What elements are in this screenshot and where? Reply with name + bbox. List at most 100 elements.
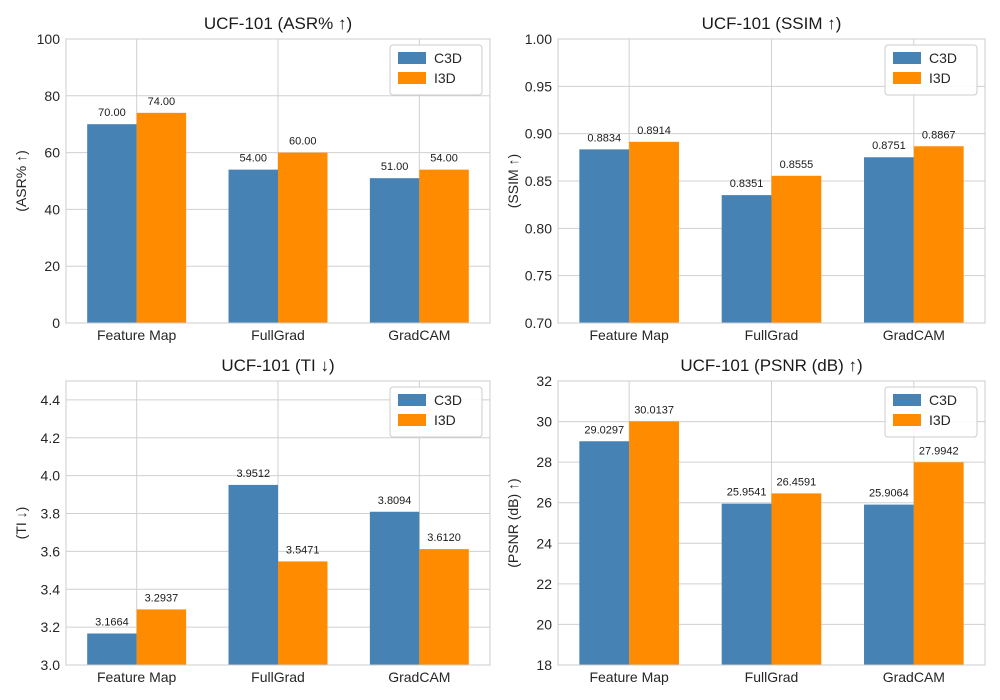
data-label: 25.9064 (869, 488, 909, 500)
bar-c3d (721, 503, 772, 665)
data-label: 3.9512 (236, 468, 270, 480)
bar-i3d (419, 549, 469, 665)
legend-swatch-i3d (893, 72, 921, 84)
y-tick-label: 0.90 (525, 126, 552, 142)
data-label: 27.9942 (919, 445, 959, 457)
y-tick-label: 28 (536, 454, 552, 470)
legend-label: I3D (434, 70, 456, 86)
bar-i3d (278, 561, 328, 665)
y-tick-label: 3.6 (41, 543, 61, 559)
bar-c3d (87, 633, 137, 665)
bar-c3d (864, 504, 914, 665)
y-tick-label: 20 (44, 258, 60, 274)
legend-label: I3D (434, 412, 456, 428)
chart-title: UCF-101 (ASR% ↑) (204, 14, 352, 33)
y-tick-label: 4.0 (41, 468, 61, 484)
data-label: 51.00 (381, 161, 409, 173)
data-label: 54.00 (430, 153, 458, 165)
y-axis-label: (ASR% ↑) (13, 150, 29, 211)
y-tick-label: 0.95 (525, 78, 552, 94)
y-axis-label: (TI ↓) (13, 507, 29, 540)
y-tick-label: 80 (44, 88, 60, 104)
x-tick-label: GradCAM (388, 669, 450, 685)
plot-frame (557, 38, 986, 324)
legend-swatch-i3d (893, 414, 921, 426)
legend-label: C3D (929, 392, 957, 408)
plot-frame (65, 38, 491, 324)
chart-panel-4: 18 20 22 24 26 28 30 32 Feature Map FullGrad GradC… (505, 356, 986, 685)
legend-label: C3D (434, 392, 462, 408)
x-tick-label: GradCAM (388, 327, 450, 343)
y-tick-label: 40 (44, 201, 60, 217)
y-tick-label: 60 (44, 145, 60, 161)
legend-swatch-c3d (893, 52, 921, 64)
x-tick-label: FullGrad (251, 327, 305, 343)
x-tick-label: Feature Map (589, 669, 669, 685)
y-tick-label: 26 (536, 495, 552, 511)
bar-i3d (136, 609, 187, 665)
y-tick-label: 20 (536, 616, 552, 632)
data-label: 60.00 (289, 136, 317, 148)
y-tick-label: 4.4 (41, 392, 61, 408)
data-label: 0.8555 (780, 159, 814, 171)
bar-c3d (369, 511, 420, 665)
y-tick-label: 24 (536, 535, 552, 551)
y-tick-label: 0.70 (525, 315, 552, 331)
bar-i3d (136, 112, 187, 323)
chart-panel-2: 0.70 0.75 0.80 0.85 0.90 0.95 1.00 Feature Map F… (505, 14, 986, 343)
x-tick-label: Feature Map (97, 327, 177, 343)
data-label: 0.8834 (587, 132, 621, 144)
legend-label: C3D (434, 50, 462, 66)
bar-c3d (369, 178, 420, 323)
chart-title: UCF-101 (PSNR (dB) ↑) (680, 356, 862, 375)
data-label: 0.8867 (922, 129, 956, 141)
x-tick-label: Feature Map (97, 669, 177, 685)
y-tick-label: 100 (37, 31, 61, 47)
y-tick-label: 3.8 (41, 506, 61, 522)
bar-c3d (721, 195, 772, 323)
data-label: 3.6120 (427, 532, 461, 544)
chart-title: UCF-101 (TI ↓) (221, 356, 334, 375)
data-label: 0.8914 (637, 125, 671, 137)
bar-c3d (579, 441, 630, 665)
x-tick-label: FullGrad (745, 669, 799, 685)
data-label: 54.00 (240, 153, 268, 165)
data-label: 30.0137 (634, 404, 674, 416)
y-tick-label: 18 (536, 657, 552, 673)
bar-c3d (87, 124, 137, 323)
plot-frame (65, 380, 491, 666)
legend-swatch-i3d (398, 414, 426, 426)
bar-c3d (228, 484, 278, 665)
x-tick-label: FullGrad (251, 669, 305, 685)
y-tick-label: 1.00 (525, 31, 552, 47)
plot-frame (557, 380, 986, 666)
data-label: 3.2937 (145, 592, 179, 604)
chart-title: UCF-101 (SSIM ↑) (702, 14, 842, 33)
legend-swatch-i3d (398, 72, 426, 84)
data-label: 70.00 (98, 107, 126, 119)
data-label: 26.4591 (777, 476, 817, 488)
data-label: 3.1664 (95, 616, 129, 628)
y-axis-label: (SSIM ↑) (505, 154, 521, 208)
bar-c3d (228, 169, 278, 323)
y-tick-label: 30 (536, 414, 552, 430)
y-tick-label: 0 (52, 315, 60, 331)
x-tick-label: FullGrad (745, 327, 799, 343)
chart-panel-3: 3.0 3.2 3.4 3.6 3.8 4.0 4.2 4.4 Feature Map FullG… (13, 356, 491, 685)
y-tick-label: 32 (536, 373, 552, 389)
chart-panel-1: 0 20 40 60 80 100 Feature Map FullGrad GradCAM 70… (13, 14, 491, 343)
bar-i3d (771, 493, 822, 665)
y-axis-label: (PSNR (dB) ↑) (505, 478, 521, 567)
y-tick-label: 0.80 (525, 220, 552, 236)
y-tick-label: 22 (536, 576, 552, 592)
bar-i3d (629, 421, 679, 665)
legend-swatch-c3d (398, 394, 426, 406)
x-tick-label: Feature Map (589, 327, 669, 343)
bar-i3d (629, 141, 679, 323)
y-tick-label: 3.4 (41, 581, 61, 597)
legend-label: I3D (929, 70, 951, 86)
